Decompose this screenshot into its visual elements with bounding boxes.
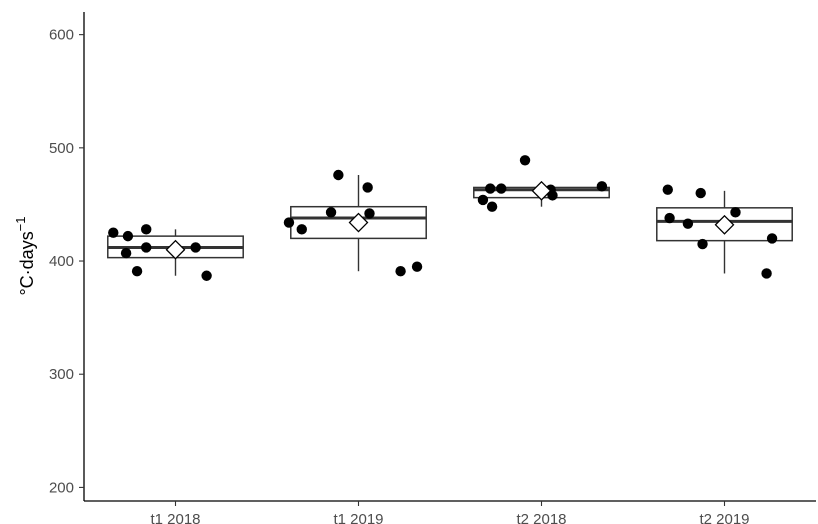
mean-marker xyxy=(165,239,186,260)
data-point xyxy=(682,218,694,229)
data-point xyxy=(108,227,119,238)
data-point xyxy=(486,201,498,212)
plot-area xyxy=(107,155,793,281)
x-tick-label: t2 2018 xyxy=(516,511,566,524)
data-point xyxy=(730,207,741,218)
data-point xyxy=(519,155,531,166)
data-point xyxy=(190,242,201,253)
data-point xyxy=(131,266,143,277)
data-point xyxy=(333,169,344,181)
data-point xyxy=(477,194,489,206)
point-group xyxy=(477,155,608,212)
mean-marker xyxy=(714,214,735,235)
data-point xyxy=(766,233,778,244)
y-tick-label: 500 xyxy=(49,140,74,157)
data-point xyxy=(283,217,295,228)
y-tick-label: 200 xyxy=(49,479,74,496)
data-point xyxy=(120,247,132,259)
y-axis-title: °C·days−1 xyxy=(13,216,37,295)
y-tick-label: 400 xyxy=(49,253,74,270)
data-point xyxy=(411,261,423,272)
data-point xyxy=(395,266,406,277)
data-point xyxy=(325,207,337,218)
y-axis-title-superscript: −1 xyxy=(13,216,28,231)
y-tick-label: 300 xyxy=(49,366,74,383)
data-point xyxy=(664,212,675,224)
data-point xyxy=(364,208,375,219)
data-point xyxy=(362,182,373,193)
data-point xyxy=(496,183,507,194)
data-point xyxy=(695,187,706,199)
data-point xyxy=(141,224,152,235)
y-axis-ticks: 200 300 400 500 600 xyxy=(49,27,84,496)
data-point xyxy=(662,184,673,195)
x-tick-label: t1 2018 xyxy=(150,511,200,524)
data-point xyxy=(485,183,496,194)
x-axis-ticks: t1 2018 t1 2019 t2 2018 t2 2019 xyxy=(150,501,750,524)
data-point xyxy=(296,224,307,235)
point-group xyxy=(662,184,778,279)
mean-marker xyxy=(348,212,369,233)
mean-marker xyxy=(531,180,552,201)
data-point xyxy=(122,230,134,242)
data-point xyxy=(596,181,608,192)
data-point xyxy=(761,268,772,279)
data-point xyxy=(201,270,212,281)
data-point xyxy=(141,242,152,253)
y-tick-label: 600 xyxy=(49,27,74,44)
point-group xyxy=(283,169,423,277)
data-point xyxy=(697,238,708,250)
x-tick-label: t2 2019 xyxy=(699,511,749,524)
data-point xyxy=(547,190,558,201)
x-tick-label: t1 2019 xyxy=(333,511,383,524)
point-group xyxy=(108,224,212,281)
